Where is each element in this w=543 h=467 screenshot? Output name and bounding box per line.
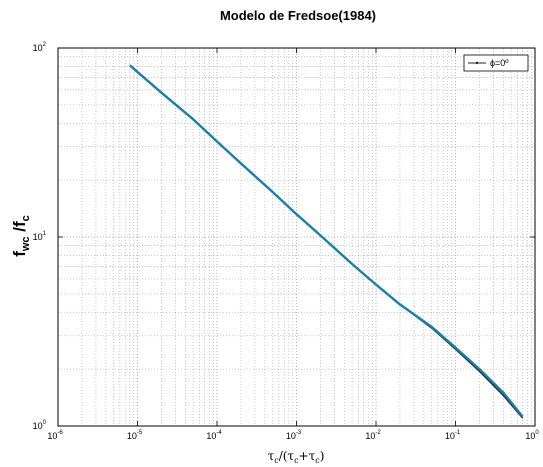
grid <box>58 48 535 426</box>
tick-labels: 10-6 10-5 10-4 10-3 10-2 10-1 100 100 101 102 <box>33 42 540 441</box>
x-tick-label: 10-3 <box>286 430 302 441</box>
series-layer <box>129 64 524 419</box>
x-tick-label: 10-6 <box>47 430 63 441</box>
x-tick-label: 10-2 <box>365 430 381 441</box>
x-tick-label: 10-4 <box>206 430 222 441</box>
legend-marker <box>475 61 479 65</box>
x-axis-label: τc/(τc+τc) <box>268 449 325 465</box>
legend-label: ϕ=0º <box>490 58 509 68</box>
y-tick-label: 100 <box>33 420 47 431</box>
y-tick-label: 101 <box>33 231 47 242</box>
legend: ϕ=0º <box>463 54 529 72</box>
y-tick-label: 102 <box>33 42 47 53</box>
chart-title: Modelo de Fredsoe(1984) <box>220 8 376 23</box>
y-axis-label: fwc /fc <box>10 215 32 257</box>
x-tick-label: 10-5 <box>127 430 143 441</box>
series-line-2 <box>129 64 524 418</box>
x-tick-label: 10-1 <box>445 430 461 441</box>
x-tick-label: 100 <box>525 430 539 441</box>
legend-box <box>463 54 529 72</box>
